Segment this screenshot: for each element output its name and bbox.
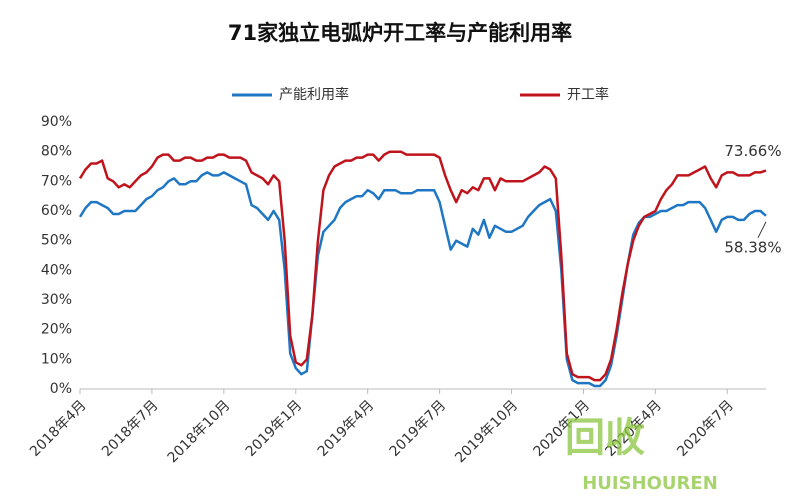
x-tick-label: 2019年7月 [387, 397, 450, 460]
series-line [78, 171, 767, 388]
y-tick-label: 70% [41, 173, 72, 189]
y-tick-label: 0% [50, 381, 72, 397]
y-tick-label: 20% [41, 322, 72, 338]
y-tick-label: 40% [41, 262, 72, 278]
series-line [78, 150, 767, 382]
x-tick-label: 2018年4月 [27, 397, 90, 460]
leader-line [757, 221, 767, 239]
legend-label: 产能利用率 [279, 86, 349, 103]
value-label: 58.38% [724, 238, 781, 256]
x-tick-label: 2018年7月 [99, 397, 162, 460]
y-tick-label: 90% [41, 114, 72, 130]
y-tick-label: 80% [41, 144, 72, 160]
x-tick-label: 2019年4月 [315, 397, 378, 460]
chart-title: 71家独立电弧炉开工率与产能利用率 [228, 21, 572, 45]
x-tick-label: 2019年1月 [243, 397, 306, 460]
y-tick-label: 30% [41, 292, 72, 308]
y-tick-label: 10% [41, 351, 72, 367]
watermark-text: HUISHOUREN [582, 473, 718, 494]
legend-label: 开工率 [567, 86, 609, 103]
value-label: 73.66% [724, 142, 781, 160]
x-tick-label: 2019年10月 [452, 397, 521, 466]
x-tick-label: 2020年7月 [674, 397, 737, 460]
x-tick-label: 2018年10月 [165, 397, 234, 466]
watermark-mark: 回收 [565, 415, 645, 461]
y-tick-label: 60% [41, 203, 72, 219]
y-tick-label: 50% [41, 233, 72, 249]
